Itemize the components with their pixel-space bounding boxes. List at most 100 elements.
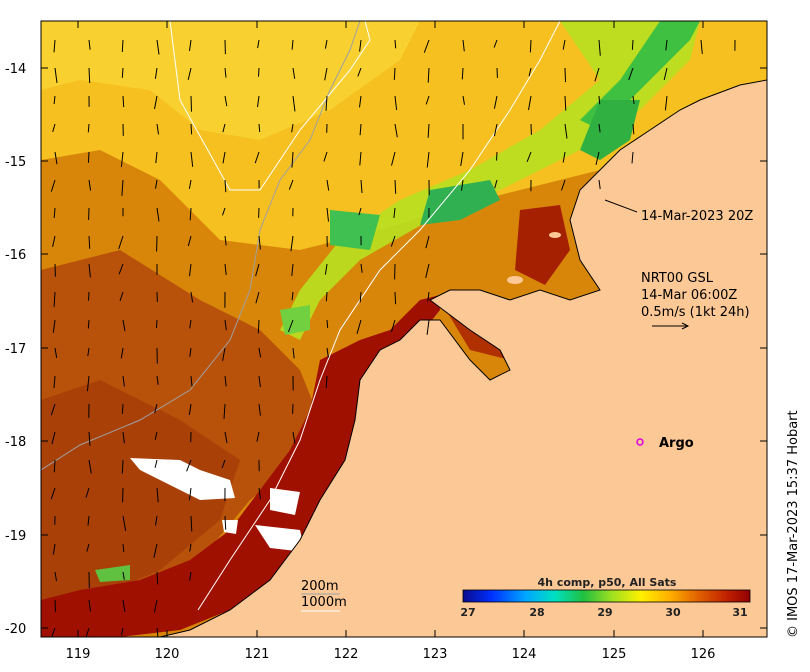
current-vector <box>394 179 397 194</box>
current-vector <box>325 95 328 111</box>
x-tick-label: 121 <box>245 647 270 662</box>
current-vector <box>632 95 635 104</box>
current-vector <box>187 235 192 247</box>
current-vector <box>189 319 192 329</box>
current-vector <box>121 627 124 636</box>
current-vector <box>326 179 330 191</box>
current-vector <box>564 95 567 111</box>
current-vector <box>425 95 430 105</box>
current-vector <box>154 403 158 414</box>
current-vector <box>154 431 158 440</box>
current-vector <box>54 151 58 165</box>
current-vector <box>156 319 158 329</box>
current-vector <box>258 67 260 77</box>
current-vector <box>222 151 226 164</box>
current-vector <box>562 39 566 50</box>
current-scale-arrow <box>652 322 690 330</box>
x-tick-label: 122 <box>334 647 359 662</box>
current-vector <box>493 95 498 109</box>
current-vector <box>52 235 56 248</box>
current-vector <box>631 39 634 50</box>
current-vector <box>122 375 125 387</box>
current-vector <box>291 39 294 50</box>
current-vector <box>85 627 90 637</box>
x-tick-label: 124 <box>512 647 537 662</box>
current-vector <box>53 207 56 218</box>
current-vector <box>50 487 56 500</box>
current-vector <box>496 151 498 161</box>
current-vector <box>394 123 398 138</box>
current-vector <box>189 347 192 357</box>
current-vector <box>257 95 260 108</box>
current-vector <box>190 291 194 303</box>
y-tick-label: -18 <box>5 435 26 450</box>
current-vector <box>258 487 261 500</box>
current-vector <box>190 95 192 112</box>
current-vector <box>88 431 91 446</box>
current-vector <box>88 263 91 278</box>
current-vector <box>358 207 362 216</box>
current-vector <box>257 39 260 49</box>
colorbar-tick: 28 <box>529 606 544 619</box>
current-vector <box>53 39 56 53</box>
current-vector <box>51 431 56 445</box>
current-vector <box>526 151 532 162</box>
current-vector <box>425 235 430 249</box>
current-vector <box>359 151 362 166</box>
x-tick-label: 125 <box>602 647 627 662</box>
current-vector <box>154 95 158 110</box>
current-vector <box>224 319 227 331</box>
current-vector <box>188 487 192 501</box>
current-vector <box>119 291 124 302</box>
y-tick-label: -14 <box>5 62 26 77</box>
current-vector <box>287 319 294 333</box>
current-vector <box>258 375 261 388</box>
current-vector <box>291 263 294 277</box>
current-vector <box>292 95 296 112</box>
current-vector <box>292 347 295 359</box>
current-vector <box>288 179 294 190</box>
current-vector <box>88 599 91 612</box>
current-vector <box>188 179 192 189</box>
current-vector <box>598 123 601 133</box>
isobath-1000-label: 1000m <box>301 595 347 610</box>
colorbar-title: 4h comp, p50, All Sats <box>538 576 677 589</box>
current-vector <box>356 319 362 334</box>
current-vector <box>357 67 362 77</box>
current-vector <box>189 207 192 221</box>
current-vector <box>122 319 126 332</box>
current-vector <box>52 543 56 555</box>
current-vector <box>190 151 194 167</box>
current-vector <box>121 459 124 474</box>
y-tick-label: -15 <box>5 155 26 170</box>
current-vector <box>598 179 601 190</box>
current-vector <box>292 431 296 444</box>
current-vector <box>222 347 226 361</box>
y-axis: -14 -15 -16 -17 -18 -19 -20 <box>5 62 767 637</box>
current-vector <box>561 179 566 191</box>
credit-label: © IMOS 17-Mar-2023 15:37 Hobart <box>786 410 801 638</box>
current-vector <box>51 627 56 637</box>
current-vector <box>53 95 56 105</box>
current-model-label: NRT00 GSL <box>641 271 714 286</box>
current-vector <box>631 151 634 164</box>
current-vector <box>118 235 124 250</box>
current-vector <box>292 67 296 79</box>
current-vector <box>258 235 261 250</box>
isobath-200-label: 200m <box>301 579 338 594</box>
current-vector <box>53 375 56 389</box>
current-vector <box>326 207 329 222</box>
current-vector <box>88 67 91 84</box>
current-vector <box>391 151 396 166</box>
current-vector <box>598 95 601 105</box>
y-tick-label: -20 <box>5 622 26 637</box>
current-vector <box>53 291 56 307</box>
current-vector <box>665 39 668 51</box>
x-tick-label: 120 <box>155 647 180 662</box>
current-vector <box>494 179 498 189</box>
current-vector <box>564 123 568 139</box>
current-vector <box>188 403 192 416</box>
current-vector <box>189 543 192 552</box>
current-vector <box>155 515 158 526</box>
